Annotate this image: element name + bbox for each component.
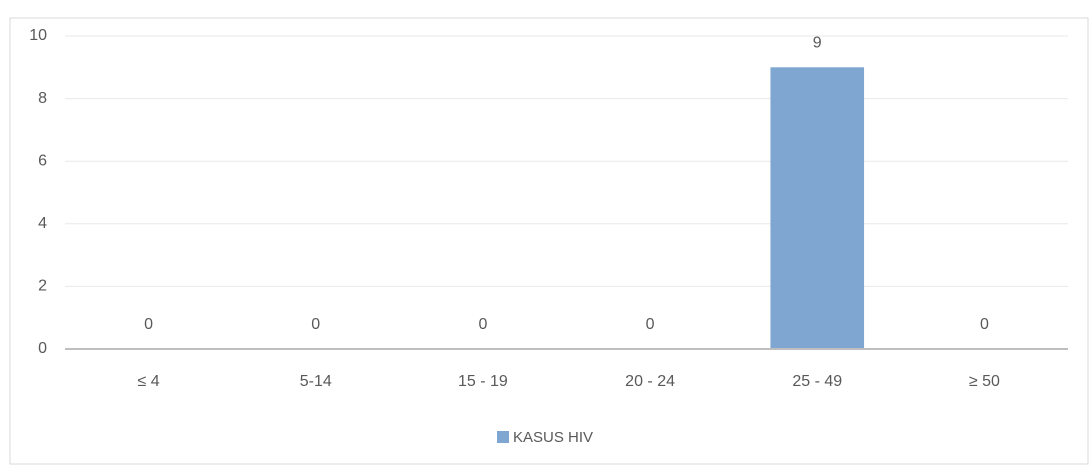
y-tick-label: 4	[38, 215, 47, 232]
y-tick-label: 8	[38, 90, 47, 107]
y-tick-label: 0	[38, 340, 47, 357]
y-tick-label: 2	[38, 278, 47, 295]
x-tick-label: 15 - 19	[458, 373, 508, 390]
legend-swatch	[497, 431, 509, 443]
data-label: 9	[813, 35, 822, 52]
data-label: 0	[144, 316, 153, 333]
data-label: 0	[478, 316, 487, 333]
legend-label: KASUS HIV	[513, 429, 593, 446]
y-tick-label: 10	[29, 27, 47, 44]
bar	[770, 67, 865, 350]
y-tick-label: 6	[38, 152, 47, 169]
x-tick-label: ≤ 4	[138, 373, 160, 390]
data-label: 0	[646, 316, 655, 333]
data-label: 0	[311, 316, 320, 333]
x-tick-label: ≥ 50	[969, 373, 1000, 390]
x-tick-label: 5-14	[300, 373, 332, 390]
data-label: 0	[980, 316, 989, 333]
chart-frame	[9, 17, 1089, 465]
x-tick-label: 25 - 49	[792, 373, 842, 390]
x-tick-label: 20 - 24	[625, 373, 675, 390]
